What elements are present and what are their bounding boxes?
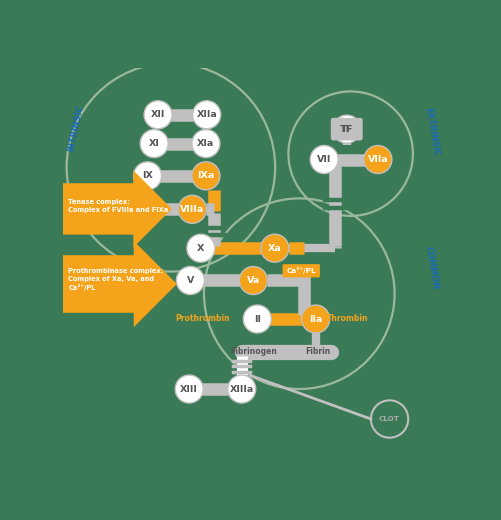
Text: VIIIa: VIIIa [180,205,204,214]
Text: Xa: Xa [268,244,281,253]
Circle shape [332,115,360,143]
FancyBboxPatch shape [50,241,176,327]
Text: COMMON: COMMON [423,246,440,291]
Text: VIIa: VIIa [367,155,387,164]
Text: Prothrombin: Prothrombin [175,314,230,323]
Circle shape [243,305,271,333]
Circle shape [191,162,219,190]
FancyBboxPatch shape [50,171,171,248]
Text: V: V [186,276,194,285]
Text: II: II [254,315,260,323]
Text: XII: XII [151,110,165,119]
Text: Prothrombinase complex:
Complex of Xa, Va, and
Ca²⁺/PL: Prothrombinase complex: Complex of Xa, V… [68,268,163,291]
Text: TF: TF [340,125,353,134]
Circle shape [239,266,267,294]
Circle shape [186,234,214,262]
Text: IIa: IIa [308,315,322,323]
Circle shape [363,146,391,174]
Circle shape [175,375,203,403]
Text: XI: XI [148,139,159,148]
Circle shape [301,305,329,333]
Text: Fibrinogen: Fibrinogen [229,347,276,356]
Text: XIIIa: XIIIa [229,385,254,394]
Text: Tenase complex:
Complex of FVIIIa and FIXa: Tenase complex: Complex of FVIIIa and FI… [68,199,168,213]
Text: Ca²⁺/PL: Ca²⁺/PL [286,267,315,274]
Circle shape [191,129,219,158]
Circle shape [176,266,204,294]
Circle shape [140,129,168,158]
Circle shape [122,196,150,223]
Text: XIII: XIII [180,385,198,394]
Text: X: X [197,244,204,253]
Text: XIIa: XIIa [196,110,216,119]
Text: Fibrin: Fibrin [304,347,330,356]
FancyBboxPatch shape [282,264,319,277]
Circle shape [144,101,172,129]
Text: INTRINSIC: INTRINSIC [67,104,85,152]
Text: CLOT: CLOT [378,416,399,422]
Text: XIa: XIa [197,139,214,148]
Circle shape [310,146,338,174]
Circle shape [133,162,161,190]
Circle shape [260,234,288,262]
Circle shape [227,375,255,403]
FancyBboxPatch shape [330,118,362,140]
Text: VIII: VIII [127,205,145,214]
Circle shape [178,196,206,223]
Text: Ca²⁺/PL: Ca²⁺/PL [288,266,315,273]
Text: TF: TF [340,125,352,134]
Text: EXTRINSIC: EXTRINSIC [423,107,440,158]
Circle shape [192,101,220,129]
Text: IX: IX [142,172,153,180]
Text: Thrombin: Thrombin [327,314,368,323]
Text: IXa: IXa [197,172,214,180]
Text: Va: Va [246,276,260,285]
Text: VII: VII [316,155,331,164]
